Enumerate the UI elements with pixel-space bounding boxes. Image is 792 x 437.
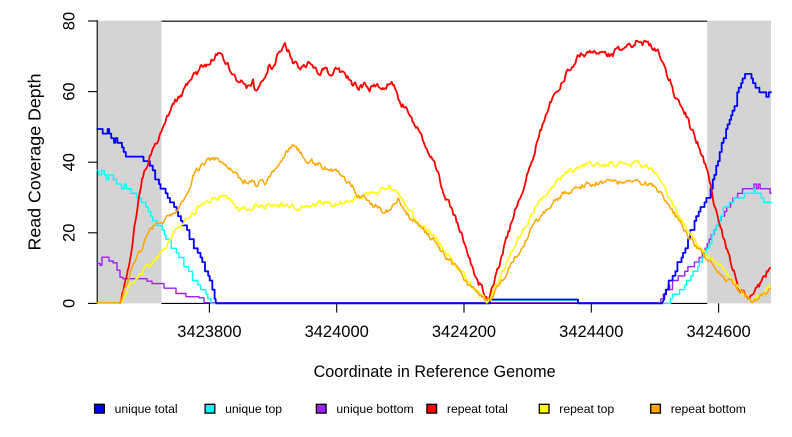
svg-text:3424400: 3424400: [559, 323, 623, 341]
svg-text:repeat total: repeat total: [447, 402, 508, 416]
svg-text:repeat bottom: repeat bottom: [671, 402, 746, 416]
svg-text:repeat top: repeat top: [559, 402, 614, 416]
svg-text:40: 40: [61, 153, 79, 171]
svg-text:unique top: unique top: [225, 402, 282, 416]
svg-text:3424200: 3424200: [432, 323, 496, 341]
svg-text:60: 60: [61, 82, 79, 100]
svg-text:unique total: unique total: [115, 402, 178, 416]
svg-text:3424600: 3424600: [686, 323, 750, 341]
svg-text:unique bottom: unique bottom: [336, 402, 413, 416]
svg-text:Read Coverage Depth: Read Coverage Depth: [25, 74, 45, 251]
svg-text:0: 0: [61, 299, 79, 308]
svg-text:Coordinate in Reference Genome: Coordinate in Reference Genome: [314, 363, 556, 381]
svg-text:80: 80: [61, 12, 79, 30]
svg-text:3423800: 3423800: [177, 323, 241, 341]
svg-text:20: 20: [61, 224, 79, 242]
svg-text:3424000: 3424000: [305, 323, 369, 341]
